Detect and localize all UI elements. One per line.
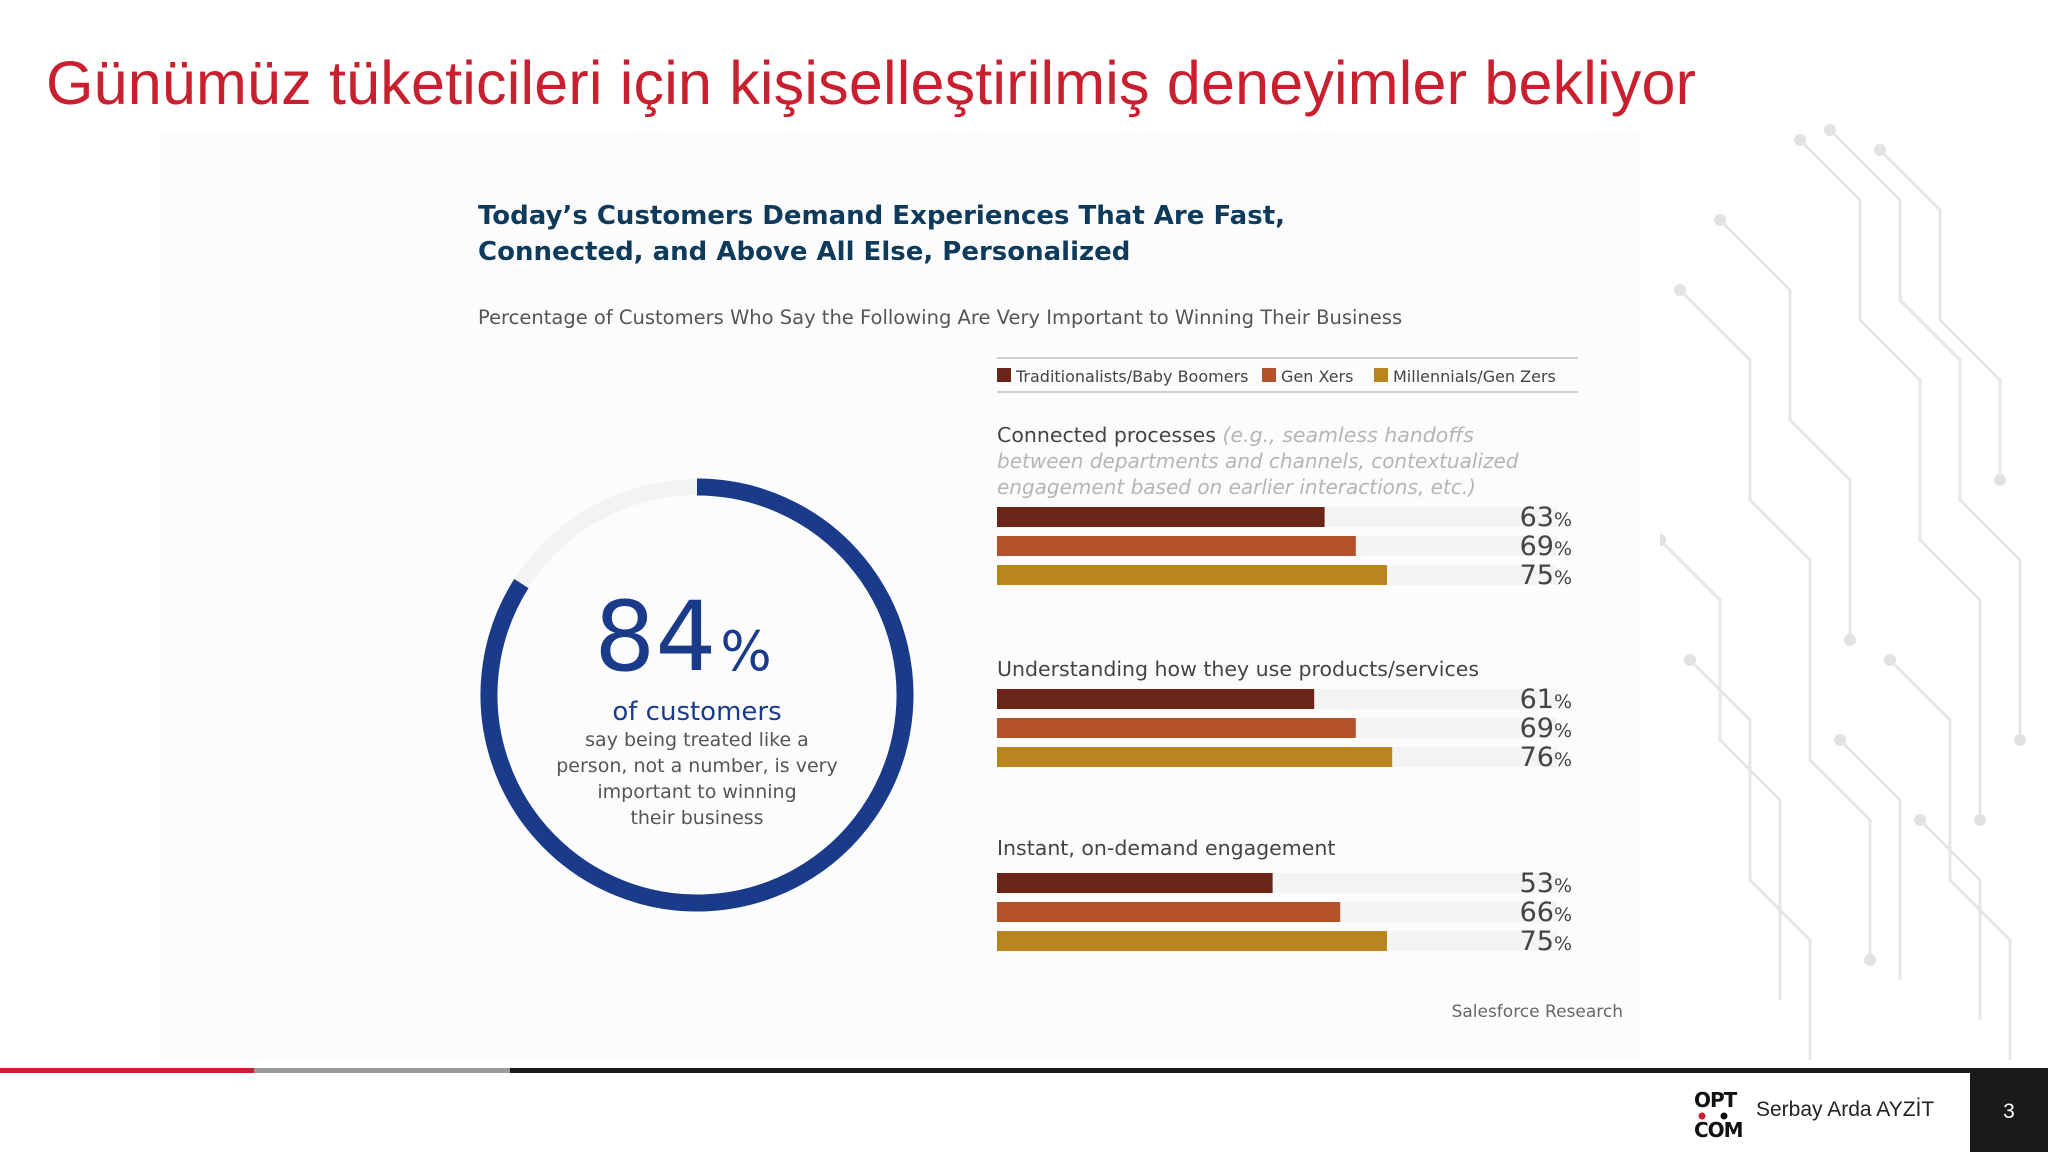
group-label-note: engagement based on earlier interactions…: [997, 475, 1476, 499]
bar-group-instant-engagement: Instant, on-demand engagement 53%66%75%: [997, 836, 1572, 957]
donut-value-percent: %: [720, 620, 771, 683]
bar-genx: [997, 902, 1341, 922]
bar-boomers: [997, 507, 1325, 527]
infographic-title-line-2: Connected, and Above All Else, Personali…: [478, 237, 1130, 267]
bar-value-unit: %: [1554, 567, 1572, 589]
bar-value-number: 76: [1520, 742, 1554, 773]
source-note: Salesforce Research: [1452, 1002, 1623, 1022]
legend-swatch-boomers: [997, 368, 1011, 382]
bar-genx: [997, 536, 1356, 556]
donut-arc: [480, 478, 914, 912]
legend-swatch-millennials: [1374, 368, 1388, 382]
donut-caption-line: say being treated like a: [585, 729, 809, 751]
legend-label-genx: Gen Xers: [1281, 367, 1353, 386]
donut-caption-line: person, not a number, is very: [556, 755, 837, 777]
bars: 63%69%75%: [997, 502, 1572, 591]
bar-group-understanding-usage: Understanding how they use products/serv…: [997, 657, 1572, 773]
bar-value-unit: %: [1554, 904, 1572, 926]
bar-value-unit: %: [1554, 509, 1572, 531]
bar-value-number: 69: [1520, 531, 1554, 562]
bar-value-label: 63%: [1520, 502, 1572, 533]
footer-segment-dark: [510, 1068, 2048, 1073]
bar-value-label: 61%: [1520, 684, 1572, 715]
bars: 61%69%76%: [997, 684, 1572, 773]
donut-caption: of customers: [612, 697, 781, 727]
bar-millennials: [997, 565, 1387, 585]
circuit-background-decoration: [1660, 124, 2026, 1060]
bar-value-number: 75: [1520, 926, 1554, 957]
group-label-main: Instant, on-demand engagement: [997, 836, 1335, 860]
donut-value: 84%: [594, 581, 771, 693]
infographic-subtitle: Percentage of Customers Who Say the Foll…: [478, 306, 1402, 329]
bar-value-number: 66: [1520, 897, 1554, 928]
bar-millennials: [997, 747, 1393, 767]
company-logo: OPT COM: [1694, 1088, 1744, 1141]
logo-dot: [1698, 1112, 1706, 1120]
bar-value-number: 63: [1520, 502, 1554, 533]
donut-value-number: 84: [594, 581, 716, 693]
logo-text-bottom: COM: [1694, 1118, 1743, 1141]
page-number: 3: [1970, 1071, 2048, 1152]
bar-value-unit: %: [1554, 875, 1572, 897]
bar-value-label: 76%: [1520, 742, 1572, 773]
bar-value-number: 61: [1520, 684, 1554, 715]
legend-swatch-genx: [1262, 368, 1276, 382]
bar-genx: [997, 718, 1356, 738]
legend-label-millennials: Millennials/Gen Zers: [1393, 367, 1556, 386]
infographic-panel: Today’s Customers Demand Experiences Tha…: [160, 132, 1640, 1062]
bar-value-number: 69: [1520, 713, 1554, 744]
group-label-note: (e.g., seamless handoffs: [1216, 423, 1474, 447]
bar-value-label: 66%: [1520, 897, 1572, 928]
bar-group-connected-processes: Connected processes (e.g., seamless hand…: [997, 423, 1572, 591]
bars: 53%66%75%: [997, 868, 1572, 957]
infographic-title: Today’s Customers Demand Experiences Tha…: [478, 201, 1285, 267]
presenter-name: Serbay Arda AYZİT: [1756, 1098, 1935, 1121]
slide-title: Günümüz tüketicileri için kişiselleştiri…: [46, 49, 1697, 117]
group-label-main: Understanding how they use products/serv…: [997, 657, 1479, 681]
footer-segment-gray: [254, 1068, 510, 1073]
bar-value-unit: %: [1554, 720, 1572, 742]
bar-value-unit: %: [1554, 691, 1572, 713]
legend: Traditionalists/Baby Boomers Gen Xers Mi…: [997, 357, 1578, 393]
bar-value-label: 75%: [1520, 926, 1572, 957]
donut-caption-line: their business: [630, 807, 763, 829]
bar-value-label: 69%: [1520, 531, 1572, 562]
bar-boomers: [997, 873, 1273, 893]
bar-boomers: [997, 689, 1315, 709]
logo-text-top: OPT: [1694, 1088, 1738, 1112]
bar-value-unit: %: [1554, 538, 1572, 560]
bar-value-unit: %: [1554, 749, 1572, 771]
bar-millennials: [997, 931, 1387, 951]
group-label-note: between departments and channels, contex…: [997, 449, 1519, 473]
footer-progress-bar: [0, 1068, 2048, 1073]
group-label: Connected processes (e.g., seamless hand…: [997, 423, 1474, 447]
infographic-svg: Today’s Customers Demand Experiences Tha…: [478, 201, 1623, 1022]
donut-chart: 84% of customers say being treated like …: [480, 478, 914, 912]
bar-value-number: 53: [1520, 868, 1554, 899]
group-label-main: Connected processes: [997, 423, 1216, 447]
bar-value-unit: %: [1554, 933, 1572, 955]
bar-value-label: 53%: [1520, 868, 1572, 899]
legend-label-boomers: Traditionalists/Baby Boomers: [1015, 367, 1248, 386]
infographic-title-line-1: Today’s Customers Demand Experiences Tha…: [478, 201, 1285, 231]
donut-caption-line: important to winning: [597, 781, 796, 803]
bar-value-number: 75: [1520, 560, 1554, 591]
footer-segment-red: [0, 1068, 254, 1073]
bar-value-label: 75%: [1520, 560, 1572, 591]
bar-value-label: 69%: [1520, 713, 1572, 744]
logo-dot: [1720, 1112, 1728, 1120]
